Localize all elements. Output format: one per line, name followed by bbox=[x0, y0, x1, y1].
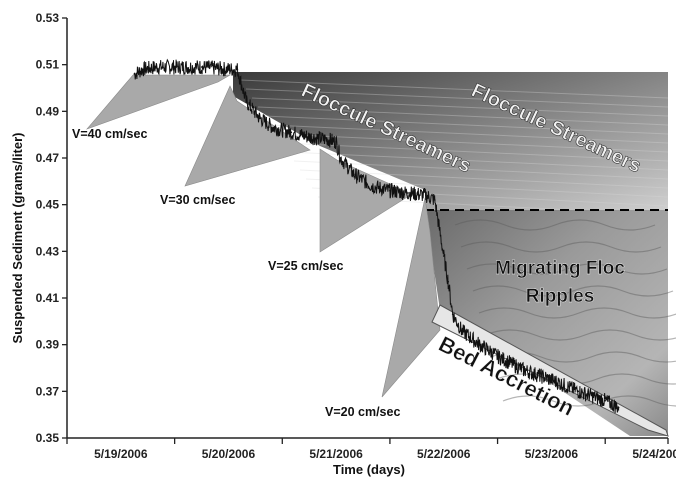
series-point bbox=[245, 101, 248, 103]
y-tick-label: 0.51 bbox=[36, 58, 60, 72]
velocity-label-40: V=40 cm/sec bbox=[72, 127, 147, 141]
streak-line bbox=[251, 97, 669, 117]
callout-wedge-20 bbox=[381, 197, 441, 398]
streak-line bbox=[257, 106, 669, 126]
y-tick-label: 0.35 bbox=[36, 431, 60, 445]
series-point bbox=[335, 140, 337, 143]
ripple-line bbox=[484, 329, 676, 341]
series-point bbox=[478, 343, 481, 346]
series-point bbox=[155, 66, 158, 68]
velocity-label-20: V=20 cm/sec bbox=[325, 405, 400, 419]
series-point bbox=[133, 73, 136, 75]
series-point bbox=[447, 280, 450, 283]
x-tick-label: 5/23/2006 bbox=[525, 447, 579, 461]
x-tick-label: 5/20/2006 bbox=[202, 447, 256, 461]
velocity-label-30: V=30 cm/sec bbox=[160, 193, 235, 207]
velocity-label-25: V=25 cm/sec bbox=[268, 259, 343, 273]
series-point bbox=[290, 131, 293, 134]
ripples-label-line2: Ripples bbox=[526, 286, 595, 307]
y-tick-label: 0.39 bbox=[36, 338, 60, 352]
series-point bbox=[371, 185, 373, 187]
callout-wedge-30 bbox=[184, 85, 311, 187]
series-group bbox=[133, 58, 620, 414]
axes: 0.35 0.37 0.39 0.41 0.43 0.45 0.47 0.49 0.51 0.53… bbox=[36, 11, 676, 461]
streak-line bbox=[281, 142, 669, 162]
y-tick-label: 0.49 bbox=[36, 104, 60, 118]
y-tick-label: 0.43 bbox=[36, 244, 60, 258]
y-ticks: 0.35 0.37 0.39 0.41 0.43 0.45 0.47 0.49 0.51 0.53 bbox=[36, 11, 67, 445]
series-point bbox=[550, 378, 553, 381]
velocity-callouts bbox=[86, 74, 669, 437]
y-tick-label: 0.53 bbox=[36, 11, 60, 25]
x-tick-label: 5/19/2006 bbox=[94, 447, 148, 461]
streak-line bbox=[293, 160, 669, 180]
photo-inset bbox=[233, 72, 676, 436]
x-tick-label: 5/24/2006 bbox=[632, 447, 676, 461]
y-axis-title: Suspended Sediment (grams/liter) bbox=[10, 133, 25, 344]
series-point bbox=[407, 192, 409, 194]
streak-line bbox=[239, 79, 669, 99]
ripple-line bbox=[472, 285, 674, 297]
ripples-photo bbox=[425, 210, 668, 436]
y-tick-label: 0.37 bbox=[36, 384, 60, 398]
series-point bbox=[142, 68, 144, 71]
x-tick-label: 5/21/2006 bbox=[309, 447, 363, 461]
y-tick-label: 0.45 bbox=[36, 198, 60, 212]
callout-wedge-25 bbox=[319, 148, 413, 253]
series-point bbox=[451, 313, 454, 316]
ripple-line bbox=[454, 219, 656, 231]
series-point bbox=[617, 406, 620, 409]
series-point bbox=[604, 399, 606, 402]
series-point bbox=[442, 255, 445, 257]
series-point bbox=[259, 117, 261, 120]
series-point bbox=[227, 68, 230, 71]
series-point bbox=[326, 138, 328, 141]
x-tick-label: 5/22/2006 bbox=[417, 447, 471, 461]
series-point bbox=[523, 369, 526, 372]
streak-line bbox=[245, 88, 669, 108]
series-point bbox=[460, 329, 463, 332]
series-point bbox=[339, 157, 342, 159]
streak-line bbox=[287, 151, 669, 171]
series-point bbox=[308, 136, 311, 138]
bed-accretion-arrow bbox=[431, 304, 669, 437]
x-axis-title: Time (days) bbox=[333, 462, 405, 477]
series-point bbox=[389, 189, 391, 192]
series-line bbox=[133, 58, 620, 414]
y-tick-label: 0.47 bbox=[36, 151, 60, 165]
x-ticks: 5/19/2006 5/20/2006 5/21/2006 5/22/2006 5/23… bbox=[66, 438, 676, 461]
ripple-line bbox=[478, 307, 676, 319]
series-point bbox=[577, 390, 580, 393]
ripple-line bbox=[466, 263, 668, 275]
series-point bbox=[200, 66, 203, 68]
series-point bbox=[425, 194, 427, 197]
streamers-photo bbox=[233, 72, 668, 210]
ripples-label: Migrating Floc bbox=[495, 258, 625, 279]
series-point bbox=[438, 227, 441, 229]
streak-line bbox=[263, 115, 669, 135]
series-point bbox=[236, 68, 239, 71]
series-point bbox=[496, 355, 499, 358]
series-point bbox=[272, 126, 275, 129]
ripple-line bbox=[460, 241, 662, 253]
series-point bbox=[434, 199, 436, 201]
streak-line bbox=[269, 124, 669, 144]
y-tick-label: 0.41 bbox=[36, 291, 60, 305]
callout-wedge-40 bbox=[86, 74, 232, 130]
series-point bbox=[353, 173, 355, 176]
series-point bbox=[173, 66, 176, 68]
streak-line bbox=[275, 133, 669, 153]
